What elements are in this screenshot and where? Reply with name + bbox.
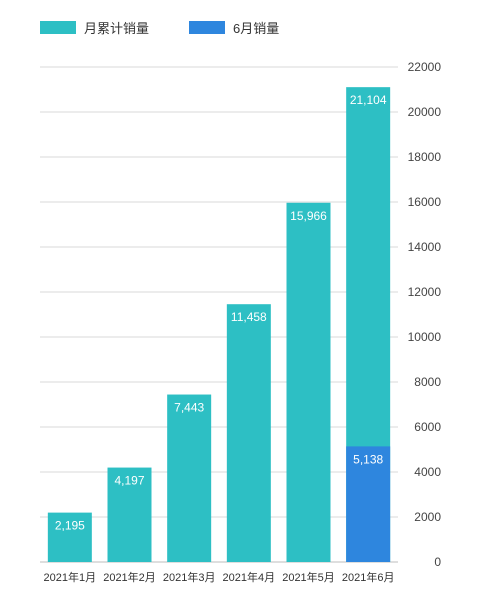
data-label-cumulative: 4,197 <box>114 474 144 488</box>
legend-item-cumulative[interactable]: 月累计销量 <box>40 18 149 37</box>
data-label-cumulative: 2,195 <box>55 519 85 533</box>
y-tick-label: 10000 <box>408 330 442 344</box>
y-tick-label: 12000 <box>408 285 442 299</box>
data-label-cumulative: 11,458 <box>231 310 267 324</box>
y-tick-label: 22000 <box>408 60 442 74</box>
data-label-cumulative: 15,966 <box>290 209 327 223</box>
y-tick-label: 6000 <box>414 420 441 434</box>
legend: 月累计销量 6月销量 <box>40 18 279 37</box>
legend-swatch-june <box>189 21 226 34</box>
y-tick-label: 8000 <box>414 375 441 389</box>
legend-item-june[interactable]: 6月销量 <box>189 18 279 37</box>
legend-label-cumulative: 月累计销量 <box>84 21 150 36</box>
data-label-cumulative: 21,104 <box>350 93 387 107</box>
x-tick-label: 2021年1月 <box>44 570 97 584</box>
y-tick-label: 14000 <box>408 240 442 254</box>
legend-swatch-cumulative <box>40 21 76 34</box>
bar-cumulative[interactable] <box>286 202 331 562</box>
bar-cumulative[interactable] <box>226 304 271 562</box>
bar-cumulative[interactable] <box>107 467 152 562</box>
x-tick-label: 2021年3月 <box>163 570 216 584</box>
y-tick-label: 18000 <box>408 150 442 164</box>
y-tick-label: 2000 <box>414 510 441 524</box>
data-label-june: 5,138 <box>353 452 383 466</box>
y-tick-label: 16000 <box>408 195 442 209</box>
x-tick-label: 2021年4月 <box>223 570 276 584</box>
x-tick-label: 2021年5月 <box>282 570 335 584</box>
bar-cumulative[interactable] <box>47 512 92 562</box>
x-tick-label: 2021年6月 <box>342 570 395 584</box>
bar-june[interactable] <box>346 446 391 562</box>
y-tick-label: 20000 <box>408 105 442 119</box>
legend-label-june: 6月销量 <box>233 21 280 36</box>
y-tick-label: 4000 <box>414 465 441 479</box>
x-tick-label: 2021年2月 <box>103 570 156 584</box>
data-label-cumulative: 7,443 <box>174 401 204 415</box>
bar-cumulative[interactable] <box>167 394 212 562</box>
y-tick-label: 0 <box>434 555 441 569</box>
